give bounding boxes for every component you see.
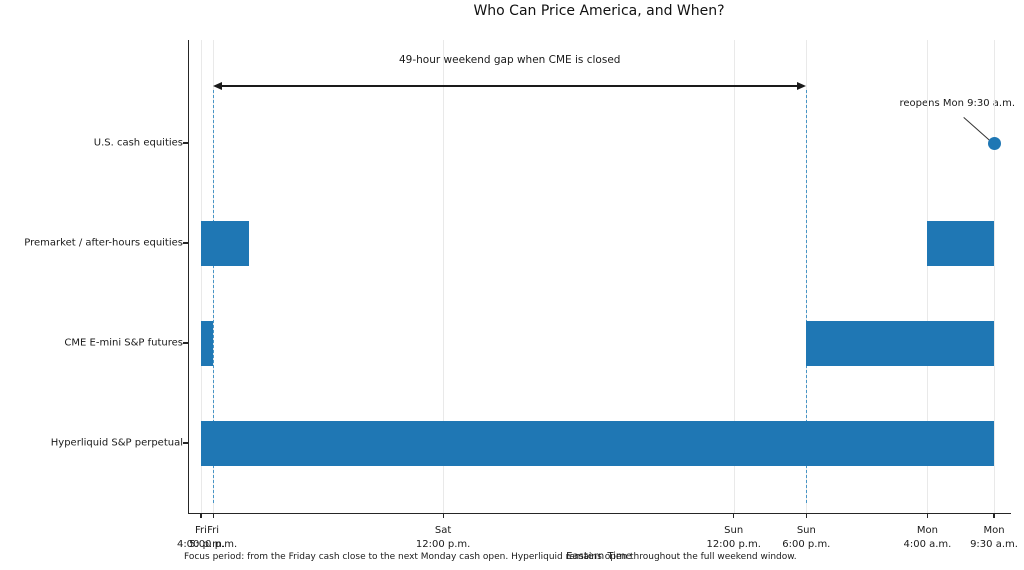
y-axis-category-label: Hyperliquid S&P perpetual	[50, 437, 183, 449]
x-tick-mark	[805, 513, 807, 518]
y-tick-mark	[183, 442, 189, 444]
session-bar	[201, 220, 250, 266]
session-bar	[201, 420, 994, 466]
x-tick-label: Fri 5:00 p.m.	[189, 525, 238, 550]
session-bar	[806, 320, 994, 366]
x-gridline	[994, 40, 995, 513]
session-bar	[201, 320, 214, 366]
gap-annotation-label: 49-hour weekend gap when CME is closed	[398, 54, 621, 66]
y-axis-category-label: U.S. cash equities	[93, 137, 183, 149]
x-gridline	[927, 40, 929, 513]
x-tick-mark	[200, 513, 202, 518]
reopen-marker-dot	[987, 136, 1001, 150]
x-tick-mark	[442, 513, 444, 518]
y-tick-mark	[183, 142, 189, 144]
x-tick-label: Fri 4:00 p.m.	[176, 525, 226, 550]
x-tick-label: Mon 4:00 a.m.	[903, 525, 952, 550]
x-gridline	[443, 40, 445, 513]
x-tick-label: Sat 12:00 p.m.	[415, 525, 471, 550]
x-gridline	[201, 40, 202, 513]
session-bar	[927, 220, 994, 266]
y-axis-category-label: Premarket / after-hours equities	[24, 237, 183, 249]
gap-arrow-head-right	[797, 82, 807, 91]
y-axis-category-label: CME E-mini S&P futures	[64, 337, 183, 349]
x-axis-title: Eastern Time	[566, 551, 632, 562]
cme-session-boundary-guide	[806, 90, 808, 503]
x-tick-mark	[993, 513, 995, 518]
y-tick-mark	[183, 342, 189, 344]
x-gridline	[733, 40, 735, 513]
gap-arrow-line	[221, 85, 799, 87]
y-tick-mark	[183, 242, 189, 244]
x-tick-mark	[212, 513, 214, 518]
gap-arrow-head-left	[213, 82, 223, 91]
x-tick-label: Sun 12:00 p.m.	[706, 525, 761, 550]
plot-area: 49-hour weekend gap when CME is closed r…	[24, 40, 1018, 550]
x-tick-mark	[926, 513, 928, 518]
cme-session-boundary-guide	[213, 90, 215, 503]
x-tick-mark	[733, 513, 735, 518]
reopen-annotation-leader-line	[963, 117, 991, 142]
x-tick-label: Sun 6:00 p.m.	[782, 525, 831, 550]
footnote: Focus period: from the Friday cash close…	[184, 552, 797, 562]
x-tick-label: Mon 9:30 a.m.	[970, 525, 1018, 550]
chart-title: Who Can Price America, and When?	[473, 3, 725, 19]
reopen-annotation-label: reopens Mon 9:30 a.m.	[899, 98, 1015, 109]
